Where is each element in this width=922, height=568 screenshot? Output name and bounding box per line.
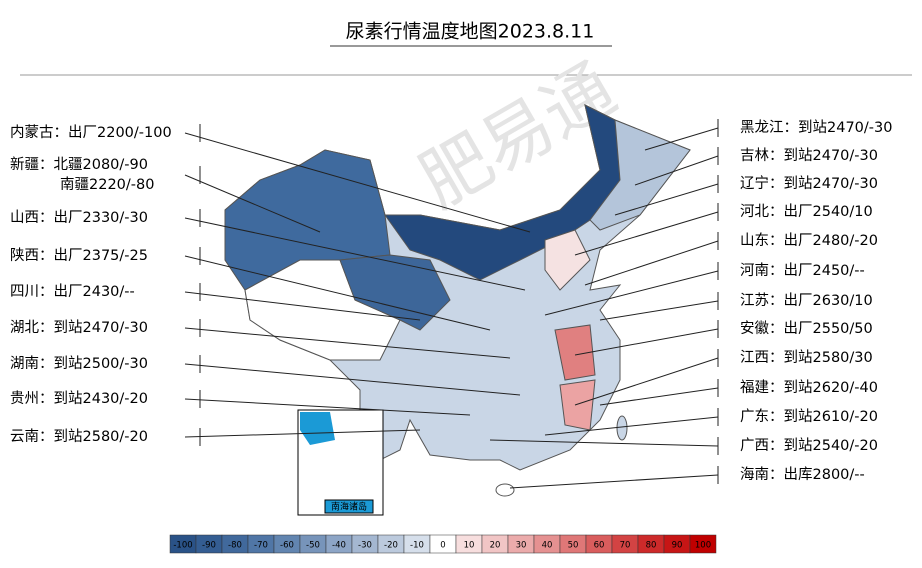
inset-label: 南海诸岛 [331,501,367,513]
right-label: 山东：出厂2480/-20 [740,232,878,249]
legend: -100 -90 -80 -70 -60 -50 -40 -30 -20 -10 0 10 20 30 40… [169,534,717,554]
leader-line [614,183,719,216]
legend-label: -60 [280,541,294,551]
legend-label: -90 [202,541,216,551]
right-label: 广东：到站2610/-20 [740,408,878,425]
title: 尿素行情温度地图2023.8.11 [346,21,595,43]
leader-line [599,300,719,321]
legend-label: 70 [620,541,631,551]
leader-line [184,291,421,321]
legend-label: 20 [490,541,501,551]
leader-line [184,255,491,331]
left-label: 陕西：出厂2375/-25 [10,247,148,264]
leader-line [184,327,511,359]
legend-label: 100 [695,541,711,551]
legend-label: -10 [410,541,424,551]
leader-line [544,270,719,316]
leader-line [184,132,531,233]
northeast [589,119,691,231]
inset-label-box [324,499,374,514]
leader-line [544,416,719,436]
right-label: 黑龙江：到站2470/-30 [740,119,892,136]
legend-label: 80 [646,541,657,551]
taiwan [616,415,628,441]
leader-line [184,174,321,233]
leader-line [184,429,421,438]
leader-line [184,363,521,396]
leader-line [184,217,526,291]
left-label: 四川：出厂2430/-- [10,283,135,300]
legend-label: 60 [594,541,605,551]
hebei [544,229,591,291]
right-label: 河南：出厂2450/-- [740,262,865,279]
leader-line [584,240,719,286]
legend-label: -50 [306,541,320,551]
right-label: 广西：到站2540/-20 [740,437,878,454]
legend-label: -20 [384,541,398,551]
jiangxi [559,379,596,431]
right-label: 吉林：到站2470/-30 [740,147,878,164]
right-label: 江苏：出厂2630/10 [740,292,873,309]
leader-line [574,357,719,406]
legend-swatch [689,534,717,554]
labels: 内蒙古：出厂2200/-100 新疆：北疆2080/-90 南疆2220/-80 山西… [10,119,892,489]
legend-label: -30 [358,541,372,551]
leader-line [184,398,471,416]
leader-line [574,211,719,256]
legend-label: -100 [173,541,192,551]
left-label: 湖南：到站2500/-30 [10,355,148,372]
leader-line [509,474,719,489]
legend-label: 0 [440,541,445,551]
leader-line [574,328,719,356]
legend-label: 90 [672,541,683,551]
left-label: 内蒙古：出厂2200/-100 [10,124,172,141]
right-label: 江西：到站2580/30 [740,349,873,366]
legend-label: -40 [332,541,346,551]
left-label: 山西：出厂2330/-30 [10,209,148,226]
right-label: 安徽：出厂2550/50 [740,320,873,337]
leader-line [634,155,719,186]
legend-label: 50 [568,541,579,551]
right-label: 辽宁：到站2470/-30 [740,175,878,192]
legend-label: 30 [516,541,527,551]
left-label: 南疆2220/-80 [60,176,154,193]
legend-label: 10 [464,541,475,551]
xinjiang [224,149,391,291]
leader-line [599,387,719,406]
anhui [554,324,596,381]
tibet [244,259,401,361]
left-label: 贵州：到站2430/-20 [10,390,148,407]
map [224,104,691,497]
right-label: 河北：出厂2540/10 [740,203,873,220]
hainan [495,483,515,497]
leader-line [644,127,719,151]
qinghai [339,254,451,331]
left-label: 云南：到站2580/-20 [10,428,148,445]
right-label: 海南：出库2800/-- [740,466,865,483]
leader-line [489,439,719,447]
inset-land [300,412,335,445]
legend-label: -70 [254,541,268,551]
right-label: 福建：到站2620/-40 [740,379,878,396]
legend-label: -80 [228,541,242,551]
left-label: 新疆：北疆2080/-90 [10,156,148,173]
left-label: 湖北：到站2470/-30 [10,319,148,336]
legend-label: 40 [542,541,553,551]
